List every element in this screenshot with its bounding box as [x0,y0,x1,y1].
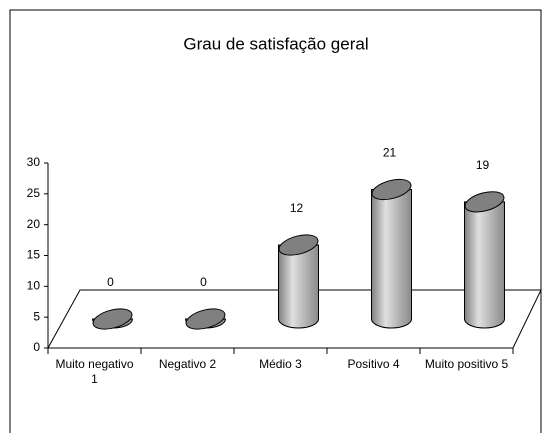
x-tick-label: Médio 3 [259,357,302,371]
y-tick-label: 15 [27,248,41,262]
bar-top [185,308,226,330]
bar [278,244,319,329]
value-label: 21 [383,146,397,160]
x-tick-label: Muito positivo 5 [424,357,509,371]
y-tick-label: 20 [27,217,41,231]
x-tick-label: Negativo 2 [158,357,217,371]
bar [371,189,412,329]
x-tick-label: Positivo 4 [347,357,400,371]
frame [9,9,542,433]
y-tick-label: 25 [27,186,41,200]
bar-top [92,308,133,330]
bar-top [464,191,505,213]
value-label: 12 [290,201,304,215]
bar [464,201,505,329]
value-label: 19 [476,158,490,172]
bar-top [371,178,412,201]
bar-top [278,234,319,256]
x-tick-label: Muito negativo 1 [55,357,134,386]
y-tick-label: 0 [33,340,40,354]
value-label: 0 [107,275,114,289]
chart-title: Grau de satisfação geral [183,34,368,53]
y-tick-label: 30 [27,155,41,169]
y-tick-label: 10 [27,279,41,293]
y-tick-label: 5 [33,309,40,323]
value-label: 0 [200,275,207,289]
